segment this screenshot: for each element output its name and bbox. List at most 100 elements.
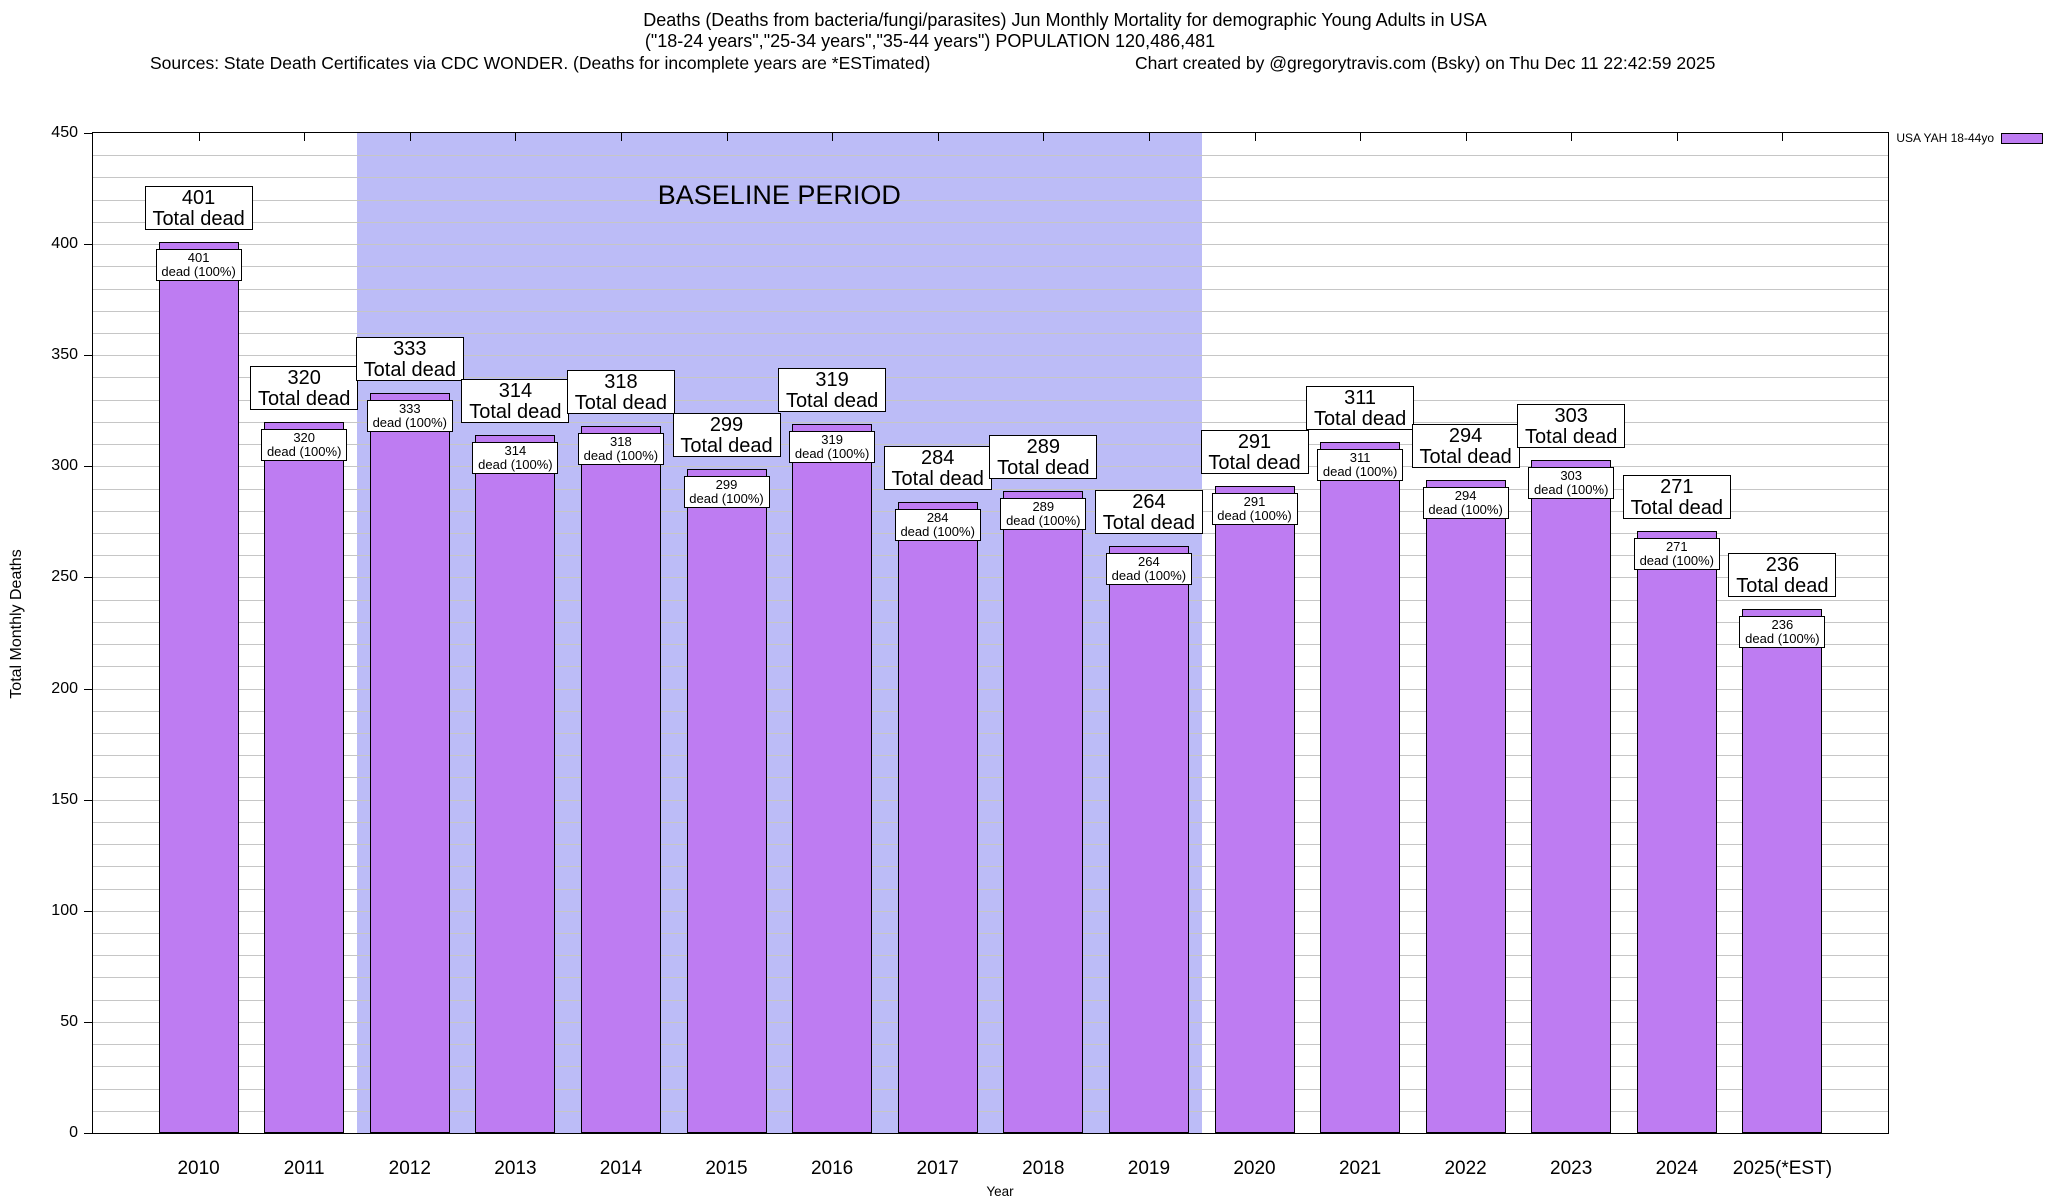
gridline	[93, 377, 1888, 379]
gridline	[93, 1088, 1888, 1090]
chart-title-line1: Deaths (Deaths from bacteria/fungi/paras…	[643, 10, 1487, 30]
gridline	[93, 1021, 1888, 1023]
x-tick-label: 2014	[599, 1158, 643, 1179]
y-tick-label: 450	[51, 124, 78, 141]
x-axis-top-tick	[1465, 133, 1467, 141]
gridline	[93, 555, 1888, 557]
y-axis-title: Total Monthly Deaths	[8, 549, 25, 699]
gridline	[93, 644, 1888, 646]
gridline	[93, 421, 1888, 423]
y-tick-label: 150	[51, 790, 78, 808]
bar-total-label: 401 Total dead	[144, 185, 253, 230]
gridline	[93, 1110, 1888, 1112]
y-tick-label: 50	[60, 1012, 78, 1030]
bar	[1425, 479, 1506, 1133]
bar-inner-label: 271 dead (100%)	[1633, 537, 1720, 570]
sources-note: Sources: State Death Certificates via CD…	[150, 53, 931, 73]
x-axis-top-tick	[1571, 133, 1573, 141]
bar-total-label: 311 Total dead	[1306, 385, 1415, 430]
x-tick-label: 2015	[705, 1158, 748, 1179]
gridline	[93, 688, 1888, 690]
x-axis-top-tick	[620, 133, 622, 141]
y-axis-tick	[84, 910, 93, 912]
x-tick-label: 2019	[1127, 1158, 1171, 1179]
gridline	[93, 533, 1888, 534]
x-tick-label: 2025(*EST)	[1732, 1158, 1833, 1179]
bar-inner-label: 264 dead (100%)	[1105, 553, 1192, 586]
x-axis-top-tick	[304, 133, 306, 141]
bar	[580, 426, 661, 1133]
gridline	[93, 710, 1888, 712]
x-axis-top-tick	[1254, 133, 1256, 141]
x-axis-top-tick	[832, 133, 834, 141]
bar-total-label: 264 Total dead	[1094, 490, 1203, 535]
x-axis-top-tick	[1148, 133, 1150, 141]
bar-total-label: 289 Total dead	[989, 434, 1098, 479]
bar	[1108, 546, 1189, 1133]
bar	[1003, 490, 1084, 1133]
bar	[369, 393, 450, 1133]
y-tick-label: 0	[69, 1124, 78, 1141]
gridline	[93, 155, 1888, 157]
x-axis-top-tick	[726, 133, 728, 141]
gridline	[93, 577, 1888, 579]
bar-total-label: 319 Total dead	[778, 368, 887, 413]
bar-inner-label: 299 dead (100%)	[683, 475, 770, 508]
bar-total-label: 303 Total dead	[1517, 403, 1626, 448]
bar-inner-label: 311 dead (100%)	[1317, 448, 1404, 481]
gridline	[93, 821, 1888, 823]
bar	[897, 501, 978, 1133]
bar-total-label: 271 Total dead	[1622, 474, 1731, 519]
x-axis-top-tick	[1782, 133, 1784, 141]
gridline	[93, 177, 1888, 179]
bar-total-label: 294 Total dead	[1411, 423, 1520, 468]
y-axis-tick	[84, 466, 93, 468]
bar-inner-label: 289 dead (100%)	[1000, 497, 1087, 530]
bar-inner-label: 401 dead (100%)	[155, 248, 242, 281]
x-axis-top-tick	[515, 133, 517, 141]
gridline	[93, 755, 1888, 757]
credit-note: Chart created by @gregorytravis.com (Bsk…	[1135, 53, 1716, 73]
bar	[686, 468, 767, 1133]
bar-inner-label: 236 dead (100%)	[1739, 615, 1826, 648]
x-tick-label: 2016	[810, 1158, 854, 1179]
y-axis-tick	[84, 133, 93, 134]
bar-inner-label: 320 dead (100%)	[261, 428, 348, 461]
x-axis-title: Year	[986, 1184, 1014, 1199]
x-tick-label: 2018	[1022, 1158, 1065, 1179]
gridline	[93, 1066, 1888, 1068]
x-tick-label: 2020	[1233, 1158, 1276, 1179]
bar-inner-label: 294 dead (100%)	[1422, 486, 1509, 519]
bar-inner-label: 314 dead (100%)	[472, 442, 559, 475]
y-axis-tick	[84, 244, 93, 246]
gridline	[93, 288, 1888, 290]
bar-inner-label: 284 dead (100%)	[894, 508, 981, 541]
gridline	[93, 355, 1888, 357]
x-axis-top-tick	[937, 133, 939, 141]
y-tick-label: 300	[51, 457, 78, 475]
x-axis-top-tick	[1360, 133, 1362, 141]
x-tick-label: 2013	[494, 1158, 537, 1179]
bar-inner-label: 303 dead (100%)	[1528, 466, 1615, 499]
gridline	[93, 799, 1888, 801]
bar	[1214, 486, 1295, 1133]
y-tick-label: 250	[51, 568, 78, 586]
gridline	[93, 244, 1888, 246]
x-axis-top-tick	[1676, 133, 1678, 141]
x-tick-label: 2012	[388, 1158, 431, 1179]
y-axis-tick	[84, 1133, 93, 1134]
x-axis-top-tick	[1043, 133, 1045, 141]
x-tick-label: 2021	[1338, 1158, 1382, 1179]
gridline	[93, 310, 1888, 312]
legend-color-swatch	[2001, 133, 2043, 144]
gridline	[93, 910, 1888, 912]
x-axis-top-tick	[198, 133, 200, 141]
legend-series-label: USA YAH 18-44yo	[1896, 131, 1994, 145]
bar	[1742, 608, 1823, 1133]
bar-total-label: 320 Total dead	[250, 365, 359, 410]
bar	[1531, 459, 1612, 1133]
gridline	[93, 333, 1888, 334]
x-tick-label: 2017	[916, 1158, 959, 1179]
bar-total-label: 318 Total dead	[566, 370, 675, 415]
gridline	[93, 221, 1888, 223]
